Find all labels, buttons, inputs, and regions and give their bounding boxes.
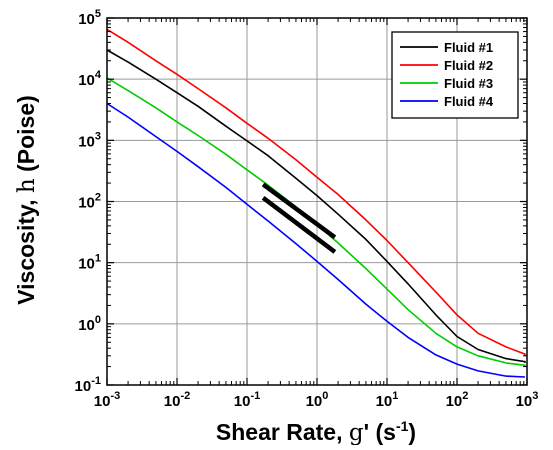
x-tick-label: 10-2 (164, 390, 190, 410)
x-tick-label: 10-1 (234, 390, 260, 410)
overlay-layer (261, 182, 337, 254)
legend-label: Fluid #1 (444, 40, 493, 55)
legend-label: Fluid #4 (444, 94, 494, 109)
y-tick-label: 102 (78, 192, 101, 212)
y-tick-label: 100 (78, 314, 101, 334)
y-tick-label: 103 (78, 130, 101, 150)
ticks-layer: 10-3 10-2 10-1 100 101 102 103 10-1 100 101 102 103… (75, 8, 539, 410)
series-line-fluid-1 (106, 49, 526, 363)
x-tick-label: 101 (376, 390, 399, 410)
y-tick-label: 101 (78, 253, 101, 273)
x-tick-label: 102 (446, 390, 469, 410)
series-line-fluid-2 (106, 28, 526, 356)
y-tick-label: 105 (78, 8, 101, 28)
x-tick-label: 10-3 (94, 390, 120, 410)
thick-segment-2 (261, 195, 337, 254)
x-tick-label: 103 (516, 390, 539, 410)
legend-label: Fluid #2 (444, 58, 493, 73)
thick-segment-1 (261, 182, 337, 240)
y-tick-label: 10-1 (75, 375, 101, 395)
x-tick-label: 100 (306, 390, 329, 410)
x-axis-title: Shear Rate, g' (s-1) (216, 418, 416, 445)
legend: Fluid #1 Fluid #2 Fluid #3 Fluid #4 (391, 31, 519, 119)
series-line-fluid-4 (106, 102, 526, 378)
y-tick-label: 104 (78, 69, 102, 89)
y-axis-title: Viscosity, h (Poise) (13, 95, 40, 305)
legend-label: Fluid #3 (444, 76, 493, 91)
